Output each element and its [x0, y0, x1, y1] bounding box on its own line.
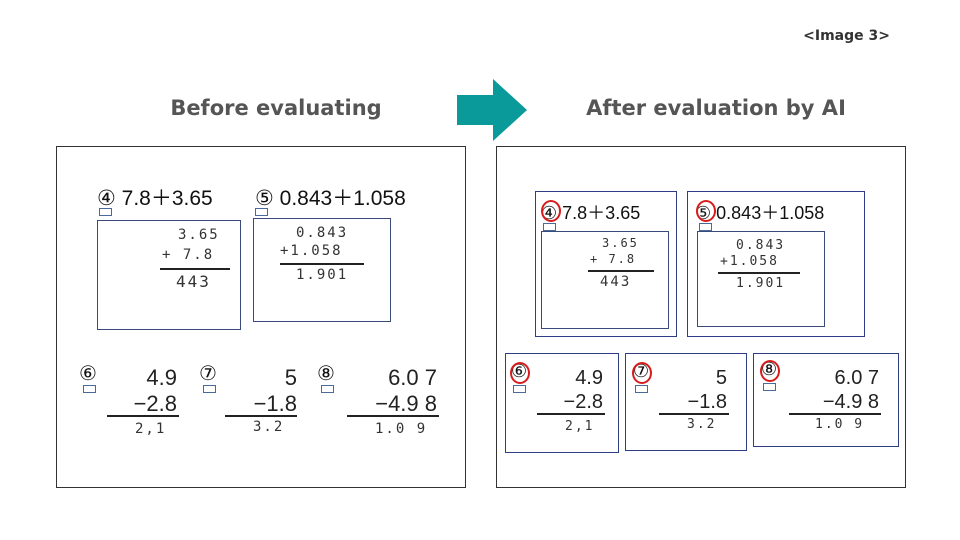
problem-7-answer: 3.2	[687, 417, 717, 432]
problem-5-work-box: 0.843 +1.058 1.901	[253, 218, 391, 322]
answer-checkbox	[635, 385, 648, 393]
work-answer: 443	[176, 272, 211, 291]
image-number-tag: <Image 3>	[803, 28, 890, 44]
problem-7-detected-region	[625, 353, 747, 451]
answer-checkbox	[513, 385, 526, 393]
problem-8-bottom: −4.9 8	[822, 391, 879, 413]
problem-7-bottom: −1.8	[687, 391, 727, 413]
before-worksheet: ④ 7.8＋3.65 3.65 + 7.8 443 ⑤ 0.843＋1.058 …	[56, 146, 466, 488]
problem-8-answer: 1.0 9	[815, 417, 865, 432]
problem-5-detected-region	[687, 191, 865, 337]
sum-line	[280, 263, 364, 265]
difference-line	[789, 413, 881, 415]
work-line: +1.058	[280, 243, 343, 259]
problem-6-answer: 2,1	[565, 419, 595, 434]
work-answer: 1.901	[296, 267, 349, 283]
answer-checkbox	[99, 208, 112, 216]
problem-4-detected-region	[535, 191, 677, 337]
problem-8-answer: 1.0 9	[375, 421, 428, 437]
answer-checkbox	[255, 208, 268, 216]
red-circle-mark	[696, 200, 716, 222]
difference-line	[107, 415, 179, 417]
red-circle-mark	[760, 360, 780, 382]
answer-checkbox	[83, 385, 96, 393]
work-line: 3.65	[602, 236, 639, 250]
right-arrow-icon	[457, 79, 527, 141]
red-circle-mark	[541, 200, 561, 222]
problem-4-work-box: 3.65 + 7.8 443	[97, 220, 241, 330]
problem-4-expression: ④ 7.8＋3.65	[97, 187, 213, 210]
problem-5-work-box: 0.843 +1.058 1.901	[697, 231, 825, 327]
work-line: 0.843	[296, 225, 349, 241]
problem-4-work-box: 3.65 + 7.8 443	[541, 231, 669, 329]
answer-checkbox	[203, 385, 216, 393]
problem-6-top: 4.9	[575, 367, 603, 389]
red-circle-mark	[632, 362, 652, 384]
answer-checkbox	[321, 385, 334, 393]
after-heading: After evaluation by AI	[586, 96, 846, 120]
problem-6-bottom: −2.8	[563, 391, 603, 413]
work-line: 3.65	[178, 227, 220, 243]
answer-checkbox	[763, 383, 776, 391]
problem-6-number: ⑥	[79, 363, 97, 385]
problem-5-expression: ⑤ 0.843＋1.058	[255, 187, 406, 210]
sum-line	[718, 272, 800, 274]
difference-line	[347, 415, 439, 417]
sum-line	[588, 270, 654, 272]
sum-line	[160, 268, 230, 270]
problem-7-number: ⑦	[199, 363, 217, 385]
problem-7-answer: 3.2	[253, 419, 285, 435]
difference-line	[225, 415, 297, 417]
work-line: 0.843	[736, 238, 786, 253]
work-line: + 7.8	[590, 252, 637, 266]
problem-4-number: ④	[97, 187, 116, 210]
work-line: + 7.8	[162, 247, 215, 263]
problem-8-bottom: −4.9 8	[375, 391, 437, 416]
problem-5-number: ⑤	[255, 187, 274, 210]
problem-6-bottom: −2.8	[133, 391, 177, 416]
answer-checkbox	[543, 223, 556, 231]
problem-6-top: 4.9	[146, 365, 177, 390]
problem-7-bottom: −1.8	[253, 391, 297, 416]
red-circle-mark	[510, 362, 530, 384]
difference-line	[537, 413, 605, 415]
problem-8-top: 6.0 7	[834, 367, 879, 389]
work-answer: 443	[600, 274, 632, 290]
work-answer: 1.901	[736, 276, 786, 291]
difference-line	[659, 413, 729, 415]
problem-8-detected-region	[753, 353, 899, 447]
before-heading: Before evaluating	[170, 96, 382, 120]
after-worksheet: ④ 7.8＋3.65 3.65 + 7.8 443 ⑤ 0.843＋1.058 …	[496, 146, 906, 488]
problem-8-number: ⑧	[317, 363, 335, 385]
problem-7-top: 5	[284, 365, 297, 390]
problem-6-detected-region	[505, 353, 619, 453]
work-line: +1.058	[720, 254, 779, 269]
problem-7-top: 5	[715, 367, 727, 389]
answer-checkbox	[699, 223, 712, 231]
problem-8-top: 6.0 7	[388, 365, 437, 390]
problem-6-answer: 2,1	[135, 421, 167, 437]
